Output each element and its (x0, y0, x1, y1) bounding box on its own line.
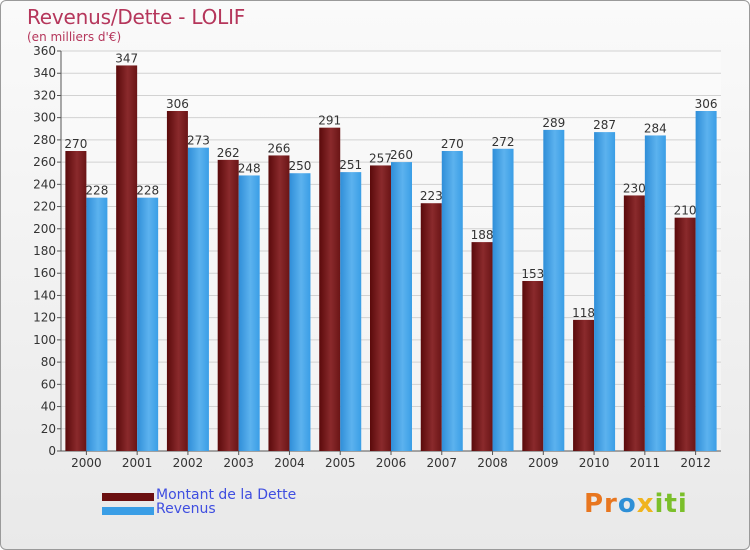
x-tick-label: 2001 (122, 456, 153, 470)
x-tick-label: 2000 (71, 456, 102, 470)
chart-title: Revenus/Dette - LOLIF (27, 5, 246, 29)
x-tick-label: 2003 (223, 456, 254, 470)
x-tick-label: 2006 (376, 456, 407, 470)
y-tick-label: 0 (48, 444, 56, 458)
y-tick-label: 100 (33, 333, 56, 347)
y-tick-label: 20 (41, 422, 56, 436)
bars (65, 65, 717, 452)
data-label-revenus: 287 (593, 118, 616, 132)
bar-revenus (695, 111, 717, 451)
data-label-revenus: 289 (542, 116, 565, 130)
bar-dette (573, 319, 595, 451)
y-tick-label: 160 (33, 266, 56, 280)
data-label-dette: 118 (572, 306, 595, 320)
bar-dette (217, 159, 239, 451)
data-label-dette: 306 (166, 97, 189, 111)
bar-revenus (238, 175, 260, 451)
y-tick-label: 320 (33, 88, 56, 102)
data-label-revenus: 248 (238, 161, 261, 175)
y-tick-label: 220 (33, 200, 56, 214)
bar-revenus (492, 148, 514, 451)
x-tick-label: 2005 (325, 456, 356, 470)
legend-label-dette: Montant de la Dette (156, 487, 297, 503)
bar-dette (623, 195, 645, 451)
y-tick-label: 40 (41, 400, 56, 414)
y-tick-label: 360 (33, 44, 56, 58)
x-tick-label: 2004 (274, 456, 305, 470)
data-label-revenus: 306 (695, 97, 718, 111)
bar-dette (166, 111, 188, 451)
bar-dette (268, 155, 290, 451)
data-label-revenus: 273 (187, 134, 210, 148)
x-tick-label: 2012 (680, 456, 711, 470)
bar-dette (420, 203, 442, 451)
data-label-revenus: 260 (390, 148, 413, 162)
data-label-dette: 266 (268, 141, 291, 155)
bar-revenus (391, 162, 412, 451)
data-label-dette: 262 (217, 146, 240, 160)
proxiti-logo: Proxiti (584, 489, 688, 519)
data-label-revenus: 228 (136, 184, 159, 198)
legend-swatch-revenus (102, 507, 154, 515)
data-label-dette: 210 (674, 204, 697, 218)
data-label-revenus: 272 (492, 135, 515, 149)
bar-revenus (289, 173, 311, 451)
data-label-dette: 188 (471, 228, 494, 242)
chart-subtitle: (en milliers d'€) (27, 30, 122, 44)
bar-dette (674, 217, 696, 451)
legend-swatch-dette (102, 493, 154, 501)
x-tick-label: 2011 (630, 456, 661, 470)
bar-revenus (543, 129, 565, 451)
bar-revenus (86, 197, 108, 451)
x-tick-label: 2010 (579, 456, 610, 470)
legend-label-revenus: Revenus (156, 501, 216, 517)
data-label-revenus: 228 (85, 184, 108, 198)
data-label-dette: 230 (623, 181, 646, 195)
bar-dette (471, 242, 493, 451)
data-label-revenus: 270 (441, 137, 464, 151)
data-label-dette: 153 (521, 267, 544, 281)
data-label-dette: 223 (420, 189, 443, 203)
bar-revenus (187, 147, 209, 451)
data-label-revenus: 251 (339, 158, 362, 172)
data-label-dette: 347 (115, 51, 138, 65)
y-tick-label: 260 (33, 155, 56, 169)
bar-revenus (441, 151, 463, 451)
y-tick-label: 340 (33, 66, 56, 80)
bar-dette (319, 127, 341, 452)
data-label-revenus: 250 (289, 159, 312, 173)
y-tick-label: 140 (33, 288, 56, 302)
y-tick-label: 80 (41, 355, 56, 369)
x-tick-label: 2002 (173, 456, 204, 470)
y-tick-label: 60 (41, 377, 56, 391)
y-tick-label: 120 (33, 311, 56, 325)
bar-dette (370, 165, 391, 451)
data-label-dette: 291 (318, 114, 341, 128)
data-label-dette: 270 (64, 137, 87, 151)
bar-revenus (644, 135, 666, 451)
bar-dette (116, 65, 138, 451)
y-tick-label: 300 (33, 111, 56, 125)
y-tick-label: 180 (33, 244, 56, 258)
bar-revenus (594, 132, 616, 451)
data-label-dette: 257 (369, 151, 392, 165)
x-tick-label: 2009 (528, 456, 559, 470)
y-tick-label: 200 (33, 222, 56, 236)
bar-revenus (340, 172, 362, 451)
x-tick-label: 2008 (477, 456, 508, 470)
bar-dette (522, 281, 544, 451)
x-tick-label: 2007 (426, 456, 457, 470)
bar-dette (65, 151, 87, 451)
y-tick-label: 240 (33, 177, 56, 191)
y-tick-label: 280 (33, 133, 56, 147)
bar-revenus (137, 197, 159, 451)
data-label-revenus: 284 (644, 121, 667, 135)
